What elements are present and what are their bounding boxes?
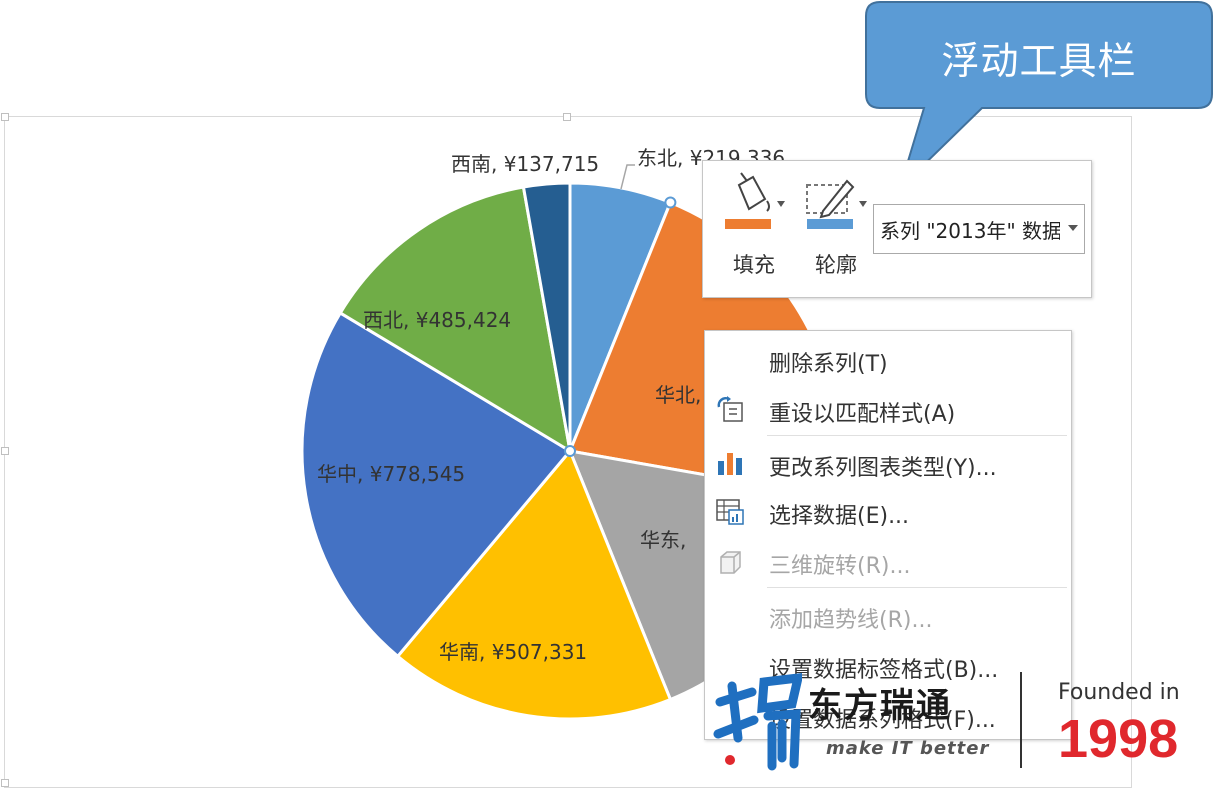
logo-founded-year: 1998 [1058, 709, 1179, 769]
leader-line [620, 164, 635, 190]
menu-item-format-data-labels[interactable]: 设置数据标签格式(B)... [705, 643, 1071, 687]
context-menu: 删除系列(T) 重设以匹配样式(A) 更改系列图表类型(Y)... 选择数据(E… [704, 330, 1072, 740]
series-selector-value: 系列 "2013年" 数据 [880, 219, 1060, 243]
outline-button[interactable]: 轮廓 [801, 171, 871, 281]
menu-item-change-chart-type[interactable]: 更改系列图表类型(Y)... [705, 441, 1071, 485]
outline-label: 轮廓 [815, 253, 857, 277]
menu-item-3d-rotation: 三维旋转(R)... [705, 539, 1071, 583]
select-data-icon [716, 499, 744, 525]
3d-rotation-icon [720, 551, 741, 574]
chart-type-icon [718, 453, 742, 475]
fill-color-bar [725, 219, 771, 229]
menu-item-delete-series[interactable]: 删除系列(T) [705, 337, 1071, 381]
callout-label: 浮动工具栏 [941, 39, 1137, 83]
menu-separator [767, 435, 1067, 436]
data-label-3: 华东, [640, 528, 686, 552]
resize-handle[interactable] [1, 779, 9, 787]
callout-shape [865, 1, 1213, 192]
menu-item-label: 添加趋势线(R)... [769, 608, 933, 633]
fill-button[interactable]: 填充 [719, 171, 789, 281]
resize-handle[interactable] [1, 113, 9, 121]
data-label-4: 华南, ¥507,331 [439, 640, 587, 664]
pie-slice-5[interactable] [300, 310, 573, 659]
data-label-6: 西北, ¥485,424 [363, 308, 511, 332]
menu-item-label: 更改系列图表类型(Y)... [769, 456, 997, 481]
menu-item-select-data[interactable]: 选择数据(E)... [705, 489, 1071, 533]
selection-handle[interactable] [564, 445, 576, 457]
selection-handle[interactable] [664, 196, 677, 209]
brand-mark-icon [713, 672, 802, 771]
menu-item-add-trendline: 添加趋势线(R)... [705, 593, 1071, 637]
resize-handle[interactable] [1, 447, 9, 455]
series-selector[interactable]: 系列 "2013年" 数据 [873, 204, 1085, 254]
menu-item-label: 三维旋转(R)... [769, 554, 911, 579]
logo-founded-text: Founded in [1058, 680, 1180, 705]
paint-bucket-icon [725, 172, 785, 229]
fill-label: 填充 [733, 253, 775, 277]
pen-outline-icon [806, 179, 867, 229]
logo-tagline: make IT better [826, 738, 990, 759]
callout-bubble [865, 1, 1213, 192]
chevron-down-icon[interactable] [1068, 225, 1078, 231]
menu-item-label: 重设以匹配样式(A) [769, 402, 956, 427]
pie-slice-4[interactable] [395, 448, 673, 721]
pie-slice-7[interactable] [521, 181, 572, 452]
menu-item-format-data-series[interactable]: 设置数据系列格式(F)... [705, 693, 1071, 737]
data-label-7: 西南, ¥137,715 [451, 152, 599, 176]
menu-item-label: 设置数据标签格式(B)... [769, 658, 999, 683]
menu-item-label: 设置数据系列格式(F)... [769, 708, 996, 733]
logo-divider [1020, 672, 1022, 768]
data-label-2: 华北, [655, 383, 701, 407]
data-label-5: 华中, ¥778,545 [317, 462, 465, 486]
outline-color-bar [807, 219, 853, 229]
logo-brand-name: 东方瑞通 [808, 686, 952, 726]
floating-toolbar: 填充 轮廓 系列 "2013年" 数据 [702, 160, 1092, 298]
menu-separator [767, 587, 1067, 588]
pie-slice-6[interactable] [338, 185, 573, 454]
company-logo: 东方瑞通 make IT better Founded in 1998 [712, 668, 1202, 778]
menu-item-label: 删除系列(T) [769, 352, 888, 377]
menu-item-label: 选择数据(E)... [769, 504, 910, 529]
menu-item-reset-style[interactable]: 重设以匹配样式(A) [705, 387, 1071, 431]
reset-style-icon [717, 396, 743, 422]
resize-handle[interactable] [563, 113, 571, 121]
